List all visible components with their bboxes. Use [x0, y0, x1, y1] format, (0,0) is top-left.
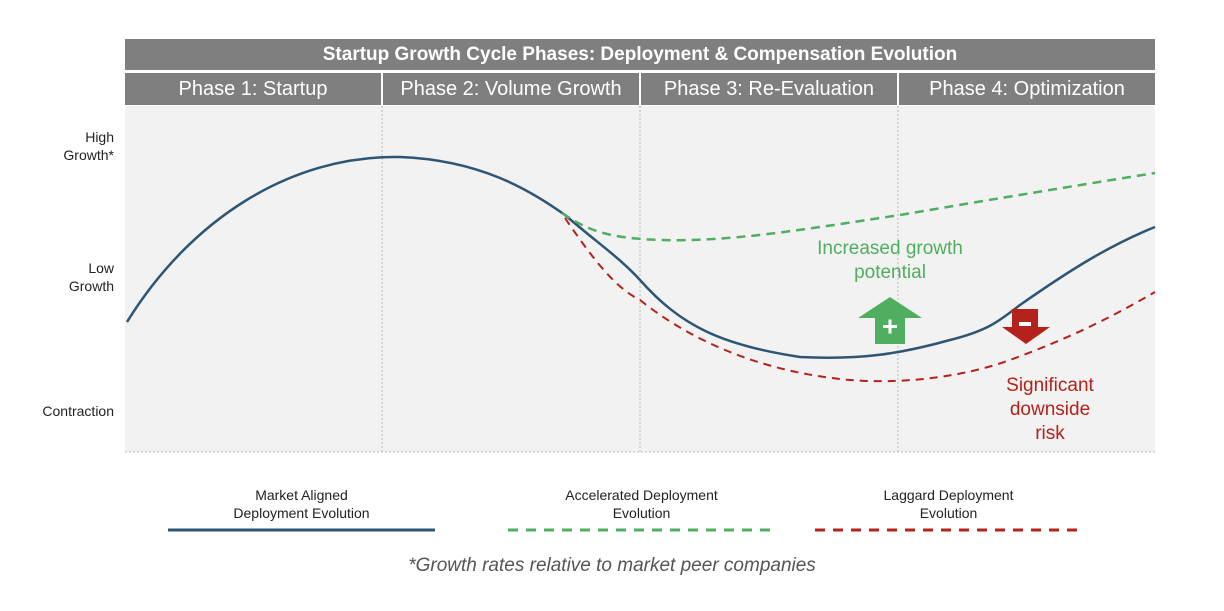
arrow-down-minus-icon	[1002, 309, 1050, 344]
y-label-low: Low Growth	[69, 259, 114, 295]
y-label-low-line1: Low	[88, 260, 114, 276]
legend-line: Accelerated Deployment	[565, 487, 718, 503]
chart-title: Startup Growth Cycle Phases: Deployment …	[125, 39, 1155, 70]
y-label-contraction: Contraction	[42, 403, 114, 419]
footnote: *Growth rates relative to market peer co…	[408, 555, 816, 576]
annotation-line: potential	[854, 262, 926, 283]
phase-4-header: Phase 4: Optimization	[899, 73, 1155, 105]
legend-label-laggard: Laggard Deployment Evolution	[815, 486, 1082, 522]
annotation-line: Significant	[1006, 375, 1094, 396]
y-label-high-line2: Growth*	[63, 147, 114, 163]
legend-line: Evolution	[612, 505, 671, 521]
annotation-line: Increased growth	[817, 238, 963, 259]
y-label-high-line1: High	[85, 129, 114, 145]
market-aligned-curve	[125, 155, 1156, 359]
annotation-increased-growth: Increased growth potential	[790, 237, 990, 285]
y-label-high: High Growth*	[63, 128, 114, 164]
legend-line: Market Aligned	[255, 487, 348, 503]
legend-label-accelerated: Accelerated Deployment Evolution	[508, 486, 775, 522]
laggard-curve	[564, 217, 1156, 383]
phase-3-header: Phase 3: Re-Evaluation	[641, 73, 897, 105]
accelerated-curve	[561, 171, 1156, 242]
arrow-up-plus-icon	[858, 297, 922, 344]
y-label-low-line2: Growth	[68, 278, 114, 294]
legend-line: Deployment Evolution	[233, 505, 370, 521]
annotation-downside-risk: Significant downside risk	[985, 374, 1115, 446]
legend-line: Evolution	[919, 505, 978, 521]
phase-1-header: Phase 1: Startup	[125, 73, 381, 105]
legend-line: Laggard Deployment	[883, 487, 1014, 503]
annotation-line: risk	[1035, 423, 1065, 444]
annotation-line: downside	[1009, 399, 1091, 420]
phase-2-header: Phase 2: Volume Growth	[383, 73, 639, 105]
legend-label-market: Market Aligned Deployment Evolution	[168, 486, 435, 522]
